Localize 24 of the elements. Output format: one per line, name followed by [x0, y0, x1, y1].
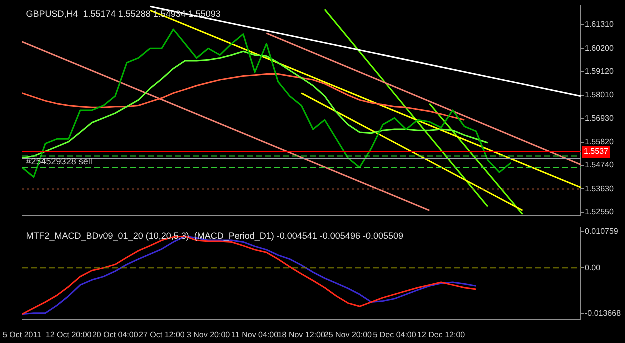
- x-tick-label: 12 Dec 12:00: [418, 330, 466, 340]
- y-tick-label: 1.59120: [585, 66, 614, 76]
- y-tick-label: -0.013668: [585, 309, 622, 318]
- y-tick-label: 1.54740: [585, 160, 614, 170]
- y-tick-label: 1.56930: [585, 114, 614, 123]
- chart-title: MTF2_MACD_BDv09_01_20 (10,20,5,3) (MACD_Period_D1) -0.004541 -0.005496 -0.005509: [26, 230, 404, 241]
- x-tick-label: 12 Oct 20:00: [46, 330, 92, 340]
- x-tick-label: 11 Nov 04:00: [232, 330, 280, 340]
- x-tick-label: 27 Oct 12:00: [139, 330, 186, 340]
- y-tick-label: 1.53630: [585, 184, 614, 194]
- x-tick-label: 20 Oct 04:00: [92, 330, 139, 340]
- y-tick-label: 1.58010: [585, 90, 614, 100]
- x-tick-label: 18 Nov 12:00: [278, 330, 326, 340]
- y-tick-label: 1.61310: [585, 20, 614, 30]
- y-tick-label: 1.52550: [585, 208, 614, 217]
- y-tick-label: 1.55820: [585, 138, 614, 147]
- x-tick-label: 5 Dec 04:00: [373, 330, 417, 340]
- x-tick-label: 25 Nov 20:00: [324, 330, 373, 340]
- ref-line-label: 1.5537: [584, 147, 610, 156]
- y-tick-label: 0.010759: [585, 227, 619, 236]
- y-tick-label: 1.60200: [585, 44, 614, 53]
- x-tick-label: 5 Oct 2011: [3, 330, 42, 340]
- x-tick-label: 3 Nov 20:00: [186, 330, 231, 340]
- y-tick-label: 0.00: [585, 263, 602, 272]
